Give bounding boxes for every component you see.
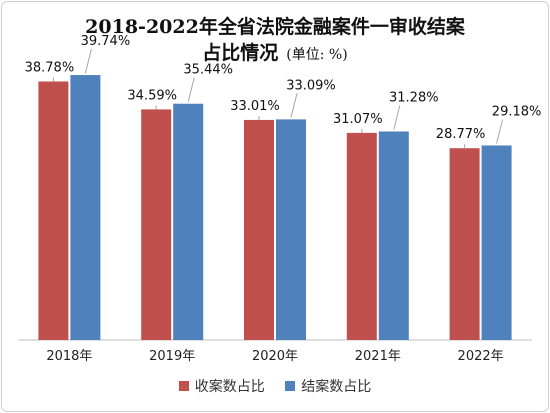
bar-closed-1	[173, 103, 204, 340]
bar-closed-0	[70, 75, 101, 341]
data-label-closed-2: 33.09%	[286, 78, 336, 93]
legend: 收案数占比 结案数占比	[0, 376, 550, 396]
chart-unit-note: (单位: %)	[286, 47, 348, 63]
bar-closed-2	[276, 119, 306, 341]
leader-closed-3	[393, 105, 401, 130]
legend-label-closed: 结案数占比	[301, 379, 372, 395]
data-label-received-3: 31.07%	[333, 112, 383, 127]
bar-received-1	[141, 109, 172, 341]
bar-received-0	[38, 81, 69, 340]
data-label-closed-4: 29.18%	[492, 104, 542, 119]
leader-closed-2	[290, 93, 298, 118]
legend-label-received: 收案数占比	[194, 379, 265, 395]
leader-closed-4	[496, 119, 504, 144]
bar-received-4	[449, 148, 480, 340]
data-label-received-4: 28.77%	[436, 127, 486, 142]
data-label-closed-0: 39.74%	[81, 34, 131, 49]
legend-item-closed: 结案数占比	[285, 376, 371, 396]
legend-item-received: 收案数占比	[178, 376, 265, 396]
x-tick-label-1: 2019年	[149, 349, 195, 364]
legend-swatch-received	[178, 381, 189, 391]
data-label-closed-3: 31.28%	[389, 90, 439, 105]
x-tick-label-4: 2022年	[458, 349, 504, 364]
bar-closed-3	[378, 131, 409, 340]
bar-received-2	[244, 119, 274, 340]
leader-closed-0	[84, 48, 92, 74]
chart-title-line1: 2018-2022年全省法院金融案件一审收结案	[85, 16, 465, 38]
data-label-closed-1: 35.44%	[183, 63, 233, 78]
chart-title-line2: 占比情况	[202, 42, 279, 64]
x-tick-label-3: 2021年	[355, 349, 401, 364]
legend-swatch-closed	[285, 381, 296, 391]
chart-title: 2018-2022年全省法院金融案件一审收结案 占比情况 (单位: %)	[0, 14, 550, 68]
x-tick-label-2: 2020年	[252, 349, 298, 364]
bar-received-3	[346, 132, 377, 340]
x-tick-label-0: 2018年	[46, 349, 92, 364]
data-label-received-1: 34.59%	[127, 88, 177, 103]
data-label-received-0: 38.78%	[25, 60, 75, 75]
bar-closed-4	[481, 145, 512, 340]
leader-closed-1	[187, 77, 195, 102]
data-label-received-2: 33.01%	[230, 99, 280, 114]
